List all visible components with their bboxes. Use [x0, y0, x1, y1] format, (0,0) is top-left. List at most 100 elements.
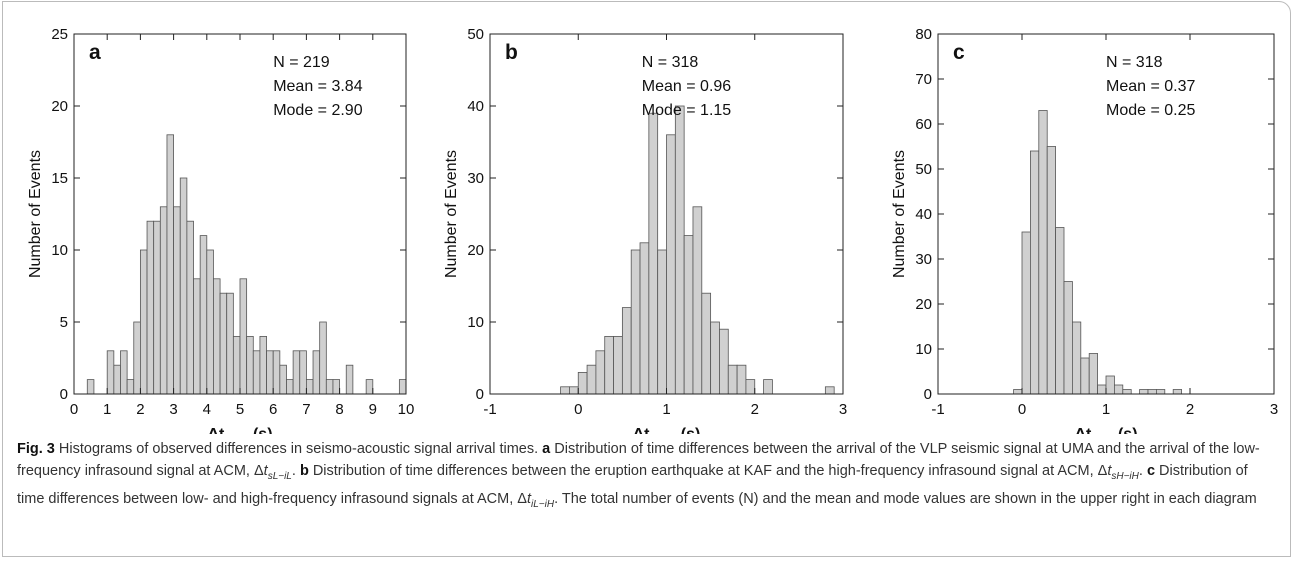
x-tick-label: 5: [236, 401, 244, 418]
bar: [674, 105, 685, 395]
y-axis-label: Number of Events: [443, 150, 460, 278]
bar: [113, 364, 121, 395]
bar: [146, 220, 155, 395]
annotation: Mode = 1.15: [642, 102, 732, 119]
x-axis-label-unit: (s): [1118, 426, 1138, 434]
x-axis-label: ΔtsL-iL(s): [207, 426, 272, 434]
x-tick-label: 0: [1018, 401, 1026, 418]
bar: [727, 364, 738, 395]
y-tick-label: 80: [915, 26, 932, 43]
bar: [86, 379, 95, 395]
bar: [1105, 375, 1115, 395]
bar: [1147, 389, 1157, 395]
bar: [1063, 281, 1073, 395]
bar: [193, 278, 201, 395]
bar: [219, 292, 228, 395]
y-tick-label: 25: [51, 26, 68, 43]
x-axis-label-unit: (s): [681, 426, 701, 434]
caption-text: Histograms of observed differences in se…: [54, 441, 543, 457]
bar: [1021, 231, 1031, 395]
bar: [604, 335, 614, 395]
x-axis-label-main: Δt: [1074, 426, 1092, 434]
y-tick-label: 30: [915, 251, 932, 268]
bar: [569, 386, 579, 395]
annotation: Mode = 0.25: [1106, 102, 1196, 119]
x-tick-label: 2: [1186, 401, 1194, 418]
bar: [106, 350, 115, 395]
caption-text: Distribution of time differences between…: [308, 463, 1108, 479]
bar: [577, 371, 588, 395]
y-tick-label: 40: [467, 98, 484, 115]
x-tick-label: 9: [369, 401, 377, 418]
bar: [319, 321, 327, 395]
bar: [1172, 389, 1182, 395]
bar: [1013, 389, 1023, 395]
x-axis-label-main: Δt: [633, 426, 651, 434]
y-tick-label: 50: [467, 26, 484, 43]
annotation: Mean = 0.37: [1106, 78, 1196, 95]
x-tick-label: 0: [70, 401, 78, 418]
bar: [159, 206, 168, 395]
annotation: N = 219: [273, 54, 330, 71]
bar: [595, 350, 606, 395]
bar: [1088, 353, 1098, 395]
bar: [736, 364, 747, 395]
x-tick-label: 10: [398, 401, 415, 418]
bar: [133, 321, 141, 395]
bar: [325, 379, 334, 395]
y-tick-label: 5: [60, 314, 68, 331]
x-tick-label: 6: [269, 401, 277, 418]
bar: [710, 321, 720, 395]
bar: [139, 249, 148, 395]
bar: [286, 379, 294, 395]
bar: [199, 235, 208, 395]
y-tick-label: 10: [467, 314, 484, 331]
y-tick-label: 70: [915, 71, 932, 88]
bar: [305, 379, 314, 395]
bar: [719, 328, 729, 395]
annotation: N = 318: [642, 54, 699, 71]
bar: [186, 220, 194, 395]
y-tick-label: 10: [915, 341, 932, 358]
bar: [398, 379, 407, 395]
bar: [1097, 384, 1107, 395]
x-tick-label: 3: [169, 401, 177, 418]
x-axis-label-main: Δt: [207, 426, 225, 434]
bar: [1122, 389, 1132, 395]
x-tick-label: -1: [931, 401, 944, 418]
annotation: Mean = 0.96: [642, 78, 732, 95]
bar: [621, 307, 632, 395]
bar: [126, 379, 135, 395]
caption-text: a: [542, 441, 551, 457]
x-tick-label: 1: [1102, 401, 1110, 418]
caption-text: b: [299, 463, 309, 479]
y-tick-label: 50: [915, 161, 932, 178]
y-axis-label: Number of Events: [27, 150, 44, 278]
y-tick-label: 60: [915, 116, 932, 133]
caption-text: t: [263, 463, 268, 479]
x-tick-label: 0: [574, 401, 582, 418]
annotation: Mode = 2.90: [273, 102, 363, 119]
x-axis-label-unit: (s): [253, 426, 273, 434]
bar: [239, 278, 248, 395]
bar: [153, 220, 161, 395]
bar: [166, 134, 175, 395]
bar: [1080, 357, 1090, 395]
bar: [745, 379, 756, 395]
panel-label: a: [89, 41, 101, 64]
bar: [639, 242, 650, 395]
bar: [692, 206, 703, 395]
bar: [630, 249, 641, 395]
bar: [613, 335, 623, 395]
caption-text: . The total number of events (N) and the…: [554, 490, 1257, 507]
y-tick-label: 0: [476, 386, 484, 403]
bar: [213, 278, 221, 395]
caption: Fig. 3 Histograms of observed difference…: [17, 438, 1279, 516]
bar: [246, 335, 254, 395]
bar: [365, 379, 374, 395]
bar: [586, 364, 597, 395]
caption-text: c: [1146, 463, 1156, 479]
y-tick-label: 0: [60, 386, 68, 403]
